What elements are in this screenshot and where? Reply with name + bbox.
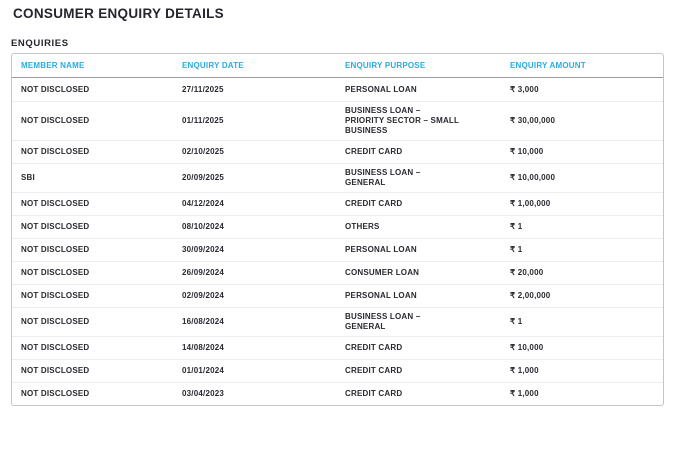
cell-enquiry-purpose: CREDIT CARD [345,343,403,352]
table-row: NOT DISCLOSED 02/09/2024 PERSONAL LOAN ₹… [12,284,663,307]
column-header-member-name: MEMBER NAME [21,60,85,70]
cell-enquiry-amount: ₹ 10,000 [510,343,544,352]
cell-enquiry-purpose: PERSONAL LOAN [345,245,417,254]
cell-enquiry-amount: ₹ 1,00,000 [510,199,551,208]
cell-enquiry-date: 26/09/2024 [182,268,225,277]
cell-member-name: NOT DISCLOSED [21,291,90,300]
cell-member-name: NOT DISCLOSED [21,84,90,94]
cell-enquiry-date: 08/10/2024 [182,222,225,231]
cell-enquiry-purpose: PERSONAL LOAN [345,84,417,94]
table-row: NOT DISCLOSED 02/10/2025 CREDIT CARD ₹ 1… [12,140,663,163]
table-header-row: MEMBER NAME ENQUIRY DATE ENQUIRY PURPOSE… [12,54,663,78]
table-row: NOT DISCLOSED 30/09/2024 PERSONAL LOAN ₹… [12,238,663,261]
cell-enquiry-date: 20/09/2025 [182,173,225,182]
table-row: NOT DISCLOSED 14/08/2024 CREDIT CARD ₹ 1… [12,336,663,359]
cell-enquiry-amount: ₹ 2,00,000 [510,291,551,300]
cell-enquiry-purpose: BUSINESS LOAN – GENERAL [345,312,421,331]
cell-enquiry-amount: ₹ 1 [510,317,523,326]
page-title: CONSUMER ENQUIRY DETAILS [13,6,224,21]
table-row: NOT DISCLOSED 16/08/2024 BUSINESS LOAN –… [12,307,663,336]
cell-member-name: NOT DISCLOSED [21,199,90,208]
cell-enquiry-purpose: CREDIT CARD [345,199,403,208]
cell-member-name: NOT DISCLOSED [21,268,90,277]
cell-enquiry-date: 04/12/2024 [182,199,225,208]
cell-enquiry-purpose: CREDIT CARD [345,366,403,375]
cell-enquiry-date: 27/11/2025 [182,84,224,94]
cell-member-name: NOT DISCLOSED [21,222,90,231]
cell-enquiry-amount: ₹ 30,00,000 [510,116,556,125]
cell-enquiry-purpose: OTHERS [345,222,380,231]
cell-enquiry-date: 16/08/2024 [182,317,225,326]
cell-enquiry-date: 03/04/2023 [182,389,225,398]
cell-enquiry-purpose: BUSINESS LOAN – GENERAL [345,168,421,187]
cell-enquiry-purpose: BUSINESS LOAN – PRIORITY SECTOR – SMALL … [345,106,459,135]
cell-enquiry-amount: ₹ 1 [510,245,523,254]
cell-enquiry-amount: ₹ 20,000 [510,268,544,277]
table-row: NOT DISCLOSED 08/10/2024 OTHERS ₹ 1 [12,215,663,238]
cell-member-name: NOT DISCLOSED [21,116,90,125]
cell-member-name: SBI [21,173,35,182]
enquiries-section-label: ENQUIRIES [11,38,69,49]
table-row: SBI 20/09/2025 BUSINESS LOAN – GENERAL ₹… [12,163,663,192]
cell-enquiry-purpose: CREDIT CARD [345,389,403,398]
table-row: NOT DISCLOSED 27/11/2025 PERSONAL LOAN ₹… [12,78,663,101]
cell-member-name: NOT DISCLOSED [21,147,90,156]
cell-enquiry-amount: ₹ 10,000 [510,147,544,156]
cell-enquiry-amount: ₹ 1,000 [510,389,539,398]
table-row: NOT DISCLOSED 04/12/2024 CREDIT CARD ₹ 1… [12,192,663,215]
cell-enquiry-date: 01/11/2025 [182,116,224,125]
cell-enquiry-amount: ₹ 1,000 [510,366,539,375]
column-header-enquiry-purpose: ENQUIRY PURPOSE [345,60,426,70]
cell-enquiry-date: 14/08/2024 [182,343,225,352]
cell-member-name: NOT DISCLOSED [21,245,90,254]
cell-enquiry-purpose: CONSUMER LOAN [345,268,420,277]
table-row: NOT DISCLOSED 01/11/2025 BUSINESS LOAN –… [12,101,663,140]
cell-enquiry-purpose: CREDIT CARD [345,147,403,156]
cell-enquiry-date: 02/09/2024 [182,291,225,300]
cell-enquiry-date: 02/10/2025 [182,147,225,156]
consumer-enquiry-page: CONSUMER ENQUIRY DETAILS ENQUIRIES MEMBE… [0,6,682,473]
table-row: NOT DISCLOSED 01/01/2024 CREDIT CARD ₹ 1… [12,359,663,382]
table-row: NOT DISCLOSED 03/04/2023 CREDIT CARD ₹ 1… [12,382,663,405]
column-header-enquiry-date: ENQUIRY DATE [182,60,244,70]
enquiries-table: MEMBER NAME ENQUIRY DATE ENQUIRY PURPOSE… [11,53,664,406]
column-header-enquiry-amount: ENQUIRY AMOUNT [510,60,586,70]
cell-enquiry-amount: ₹ 3,000 [510,84,539,94]
cell-enquiry-amount: ₹ 1 [510,222,523,231]
table-row: NOT DISCLOSED 26/09/2024 CONSUMER LOAN ₹… [12,261,663,284]
cell-enquiry-date: 30/09/2024 [182,245,225,254]
table-body: NOT DISCLOSED 27/11/2025 PERSONAL LOAN ₹… [12,78,663,405]
cell-member-name: NOT DISCLOSED [21,343,90,352]
cell-enquiry-amount: ₹ 10,00,000 [510,173,556,182]
cell-member-name: NOT DISCLOSED [21,366,90,375]
cell-member-name: NOT DISCLOSED [21,317,90,326]
cell-member-name: NOT DISCLOSED [21,389,90,398]
cell-enquiry-date: 01/01/2024 [182,366,225,375]
cell-enquiry-purpose: PERSONAL LOAN [345,291,417,300]
